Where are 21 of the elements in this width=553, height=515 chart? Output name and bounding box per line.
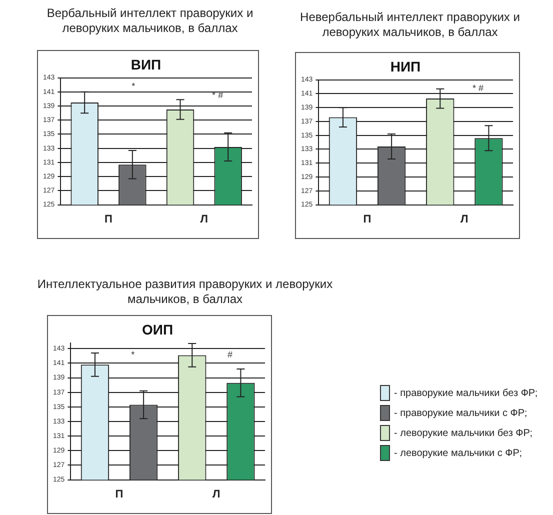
x-tick-label: П (115, 488, 124, 500)
annotation: * (132, 81, 136, 92)
x-tick-label: Л (212, 488, 220, 500)
chart-subtitle: ВИП (130, 56, 162, 72)
x-tick-label: П (104, 213, 113, 226)
x-tick-label: Л (460, 213, 468, 226)
legend-label: - праворукие мальчики без ФР; (394, 388, 538, 398)
chart-title: Вербальный интеллект праворуких и леворуких мальчиков, в баллах (46, 6, 254, 36)
x-tick-label: Л (200, 213, 208, 226)
legend-label: - праворукие мальчики с ФР; (394, 408, 528, 418)
legend-label: - леворукие мальчики с ФР; (394, 448, 522, 458)
chart-title: Невербальный интеллект праворуких и леворуких мальчиков, в баллах (299, 10, 521, 40)
x-tick-label: П (363, 213, 372, 226)
annotation: * (131, 350, 136, 360)
chart-subtitle: НИП (390, 58, 421, 74)
legend-label: - леворукие мальчики без ФР; (394, 428, 533, 438)
annotation: * # (472, 83, 484, 94)
annotation: * # (212, 90, 224, 100)
chart-title: Интеллектуальное развития праворуких и леворуких мальчиков, в баллах (36, 277, 334, 307)
chart-subtitle: ОИП (142, 321, 174, 338)
annotation: # (228, 350, 233, 360)
